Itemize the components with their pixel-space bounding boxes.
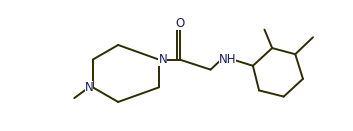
Text: N: N [84, 81, 93, 94]
Text: O: O [175, 17, 184, 30]
Text: N: N [158, 53, 167, 66]
Text: NH: NH [219, 53, 236, 66]
